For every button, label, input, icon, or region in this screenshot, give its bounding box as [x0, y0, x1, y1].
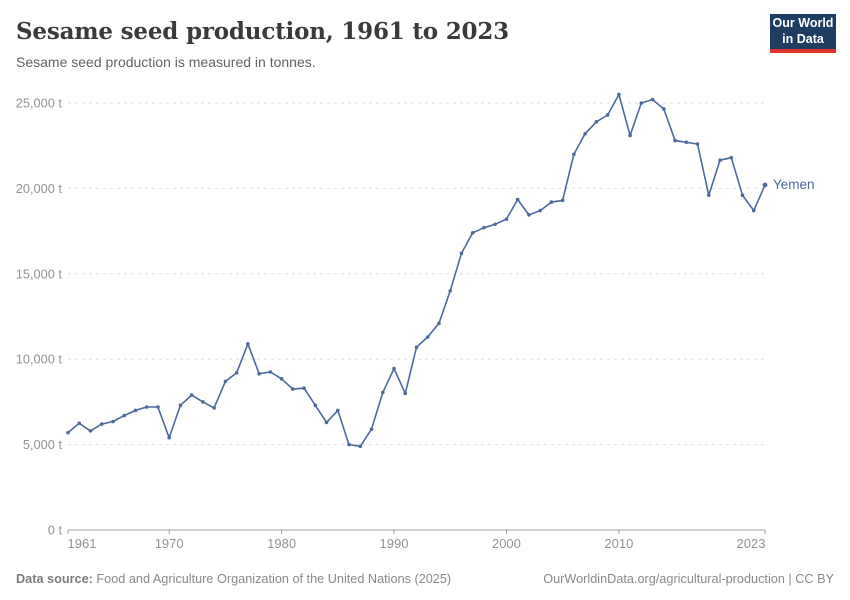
x-tick-label: 1990 — [380, 536, 409, 551]
y-tick-label: 10,000 t — [16, 352, 63, 367]
y-axis-labels: 0 t 5,000 t 10,000 t 15,000 t 20,000 t 25,000… — [16, 95, 63, 537]
owid-logo-line1: Our World — [772, 16, 834, 31]
y-tick-label: 0 t — [48, 522, 63, 537]
y-tick-label: 25,000 t — [16, 95, 63, 110]
data-source-note: Data source: Food and Agriculture Organi… — [16, 572, 451, 586]
x-tick-label: 1970 — [155, 536, 184, 551]
x-axis-labels: 1961 1970 1980 1990 2000 2010 2023 — [68, 536, 766, 551]
page-title: Sesame seed production, 1961 to 2023 — [16, 18, 509, 45]
owid-logo: Our World in Data — [770, 14, 836, 53]
data-source-label: Data source: — [16, 572, 93, 586]
y-tick-label: 15,000 t — [16, 266, 63, 281]
data-source-text: Food and Agriculture Organization of the… — [92, 572, 452, 586]
x-tick-label: 2010 — [604, 536, 633, 551]
chart-footer: Data source: Food and Agriculture Organi… — [16, 570, 834, 588]
x-tick-label: 1980 — [267, 536, 296, 551]
x-tick-label: 2000 — [492, 536, 521, 551]
y-tick-label: 5,000 t — [23, 437, 63, 452]
chart-subtitle: Sesame seed production is measured in to… — [16, 54, 316, 70]
credit-note: OurWorldinData.org/agricultural-producti… — [543, 572, 834, 586]
last-point-marker — [762, 182, 768, 188]
data-line — [67, 93, 766, 448]
y-tick-label: 20,000 t — [16, 181, 63, 196]
owid-logo-line2: in Data — [782, 31, 824, 46]
y-gridlines — [68, 102, 765, 446]
x-tick-label: 2023 — [737, 536, 766, 551]
series-label: Yemen — [773, 177, 815, 192]
data-points — [66, 92, 767, 449]
x-axis — [67, 529, 766, 534]
x-tick-label: 1961 — [68, 536, 97, 551]
